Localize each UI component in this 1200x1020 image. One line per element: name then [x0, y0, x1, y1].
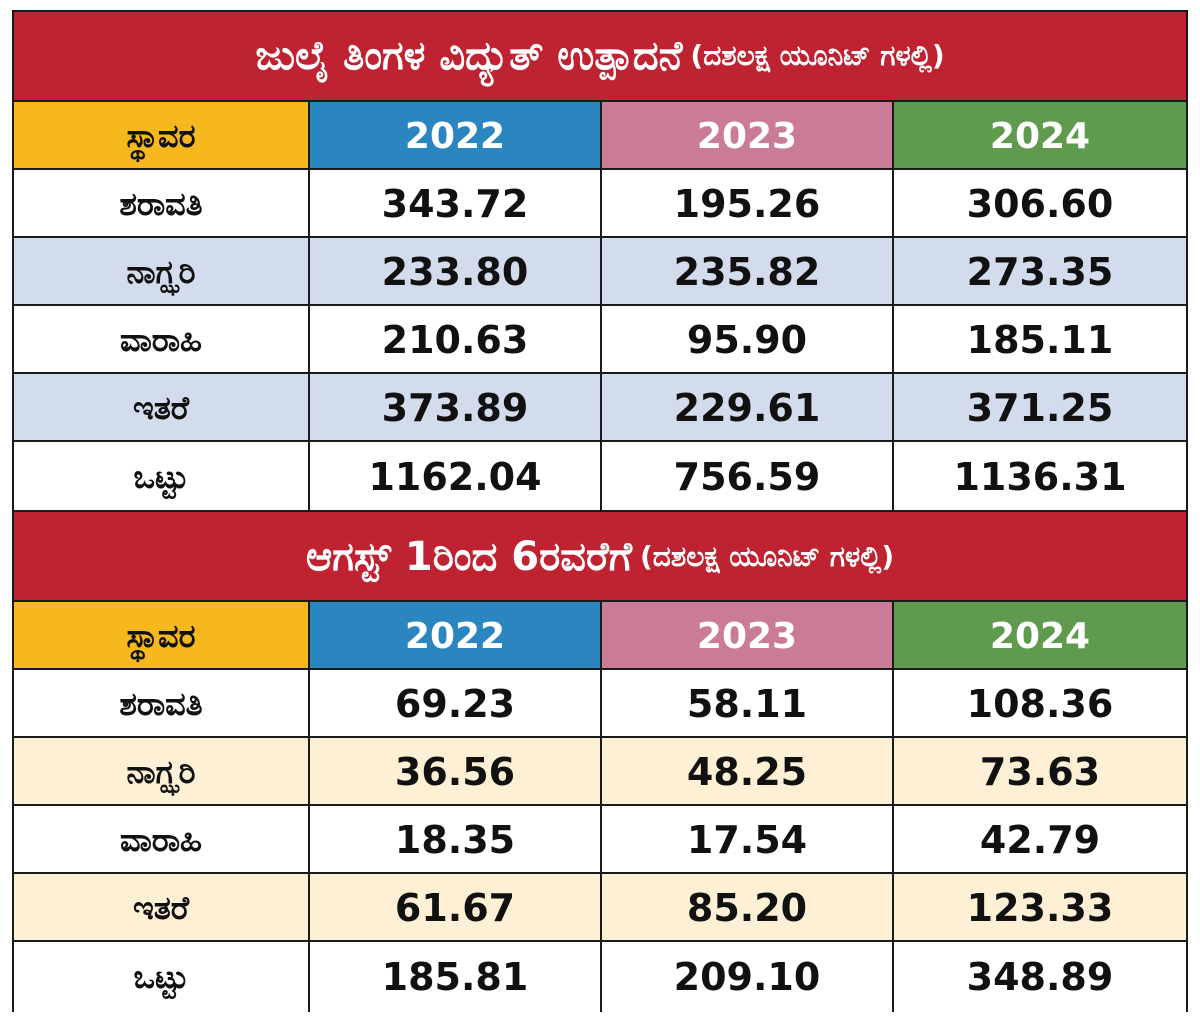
value-cell-2024: 108.36 [892, 670, 1186, 738]
value-cell-2024: 185.11 [892, 306, 1186, 374]
value-cell-2023: 58.11 [600, 670, 892, 738]
total-label-cell: ಒಟ್ಟು [133, 457, 189, 496]
header-cell-2022: 2022 [308, 102, 600, 170]
header-cell-2024: 2024 [892, 102, 1186, 170]
total-label-cell: ಒಟ್ಟು [133, 957, 189, 996]
header-cell-2023: 2023 [600, 602, 892, 670]
table-row: ಇತರೆ 61.67 85.20 123.33 [14, 872, 1186, 942]
power-generation-tables: ಜುಲೈ ತಿಂಗಳ ವಿದ್ಯುತ್ ಉತ್ಪಾದನೆ (ದಶಲಕ್ಷ ಯೂನ… [12, 10, 1188, 1012]
value-cell-2023: 85.20 [600, 874, 892, 942]
header-cell-2022: 2022 [308, 602, 600, 670]
plant-name-cell: ಶರಾವತಿ [119, 184, 203, 223]
header-cell-plant: ಸ್ಥಾವರ [14, 602, 308, 670]
value-cell-2022: 61.67 [308, 874, 600, 942]
total-cell-2023: 209.10 [600, 942, 892, 1012]
value-cell-2022: 69.23 [308, 670, 600, 738]
table-row: ವಾರಾಹಿ 210.63 95.90 185.11 [14, 304, 1186, 374]
table-row: ನಾಗ್ಝರಿ 233.80 235.82 273.35 [14, 236, 1186, 306]
total-cell-2024: 1136.31 [892, 442, 1186, 512]
value-cell-2024: 73.63 [892, 738, 1186, 806]
table-row: ಶರಾವತಿ 69.23 58.11 108.36 [14, 668, 1186, 738]
table-title-main: ಜುಲೈ ತಿಂಗಳ ವಿದ್ಯುತ್ ಉತ್ಪಾದನೆ [255, 33, 683, 79]
value-cell-2023: 229.61 [600, 374, 892, 442]
value-cell-2023: 48.25 [600, 738, 892, 806]
table-row: ಇತರೆ 373.89 229.61 371.25 [14, 372, 1186, 442]
table-title-august: ಆಗಸ್ಟ್ 1ರಿಂದ 6ರವರೆಗೆ (ದಶಲಕ್ಷ ಯೂನಿಟ್ ಗಳಲ್… [14, 510, 1186, 602]
value-cell-2024: 273.35 [892, 238, 1186, 306]
total-cell-2023: 756.59 [600, 442, 892, 512]
table-title-unit: (ದಶಲಕ್ಷ ಯೂನಿಟ್ ಗಳಲ್ಲಿ) [690, 39, 945, 72]
table-title-july: ಜುಲೈ ತಿಂಗಳ ವಿದ್ಯುತ್ ಉತ್ಪಾದನೆ (ದಶಲಕ್ಷ ಯೂನ… [14, 12, 1186, 100]
value-cell-2022: 343.72 [308, 170, 600, 238]
value-cell-2022: 36.56 [308, 738, 600, 806]
table-total-row: ಒಟ್ಟು 1162.04 756.59 1136.31 [14, 440, 1186, 512]
value-cell-2023: 195.26 [600, 170, 892, 238]
value-cell-2022: 18.35 [308, 806, 600, 874]
table-title-unit: (ದಶಲಕ್ಷ ಯೂನಿಟ್ ಗಳಲ್ಲಿ) [639, 540, 895, 573]
value-cell-2024: 306.60 [892, 170, 1186, 238]
table-total-row: ಒಟ್ಟು 185.81 209.10 348.89 [14, 940, 1186, 1012]
total-cell-2022: 1162.04 [308, 442, 600, 512]
plant-name-cell: ಇತರೆ [133, 388, 189, 427]
value-cell-2023: 235.82 [600, 238, 892, 306]
table-header-row: ಸ್ಥಾವರ 2022 2023 2024 [14, 600, 1186, 670]
value-cell-2023: 95.90 [600, 306, 892, 374]
header-cell-2023: 2023 [600, 102, 892, 170]
table-row: ನಾಗ್ಝರಿ 36.56 48.25 73.63 [14, 736, 1186, 806]
value-cell-2024: 42.79 [892, 806, 1186, 874]
table-row: ವಾರಾಹಿ 18.35 17.54 42.79 [14, 804, 1186, 874]
value-cell-2022: 210.63 [308, 306, 600, 374]
total-cell-2024: 348.89 [892, 942, 1186, 1012]
value-cell-2022: 233.80 [308, 238, 600, 306]
table-title-main: ಆಗಸ್ಟ್ 1ರಿಂದ 6ರವರೆಗೆ [305, 534, 632, 580]
total-cell-2022: 185.81 [308, 942, 600, 1012]
header-cell-plant: ಸ್ಥಾವರ [14, 102, 308, 170]
value-cell-2024: 371.25 [892, 374, 1186, 442]
value-cell-2023: 17.54 [600, 806, 892, 874]
value-cell-2024: 123.33 [892, 874, 1186, 942]
plant-name-cell: ನಾಗ್ಝರಿ [126, 252, 196, 291]
plant-name-cell: ನಾಗ್ಝರಿ [126, 752, 196, 791]
header-cell-2024: 2024 [892, 602, 1186, 670]
table-header-row: ಸ್ಥಾವರ 2022 2023 2024 [14, 100, 1186, 170]
value-cell-2022: 373.89 [308, 374, 600, 442]
plant-name-cell: ವಾರಾಹಿ [119, 820, 203, 859]
plant-name-cell: ಇತರೆ [133, 888, 189, 927]
table-row: ಶರಾವತಿ 343.72 195.26 306.60 [14, 168, 1186, 238]
plant-name-cell: ಶರಾವತಿ [119, 684, 203, 723]
plant-name-cell: ವಾರಾಹಿ [119, 320, 203, 359]
